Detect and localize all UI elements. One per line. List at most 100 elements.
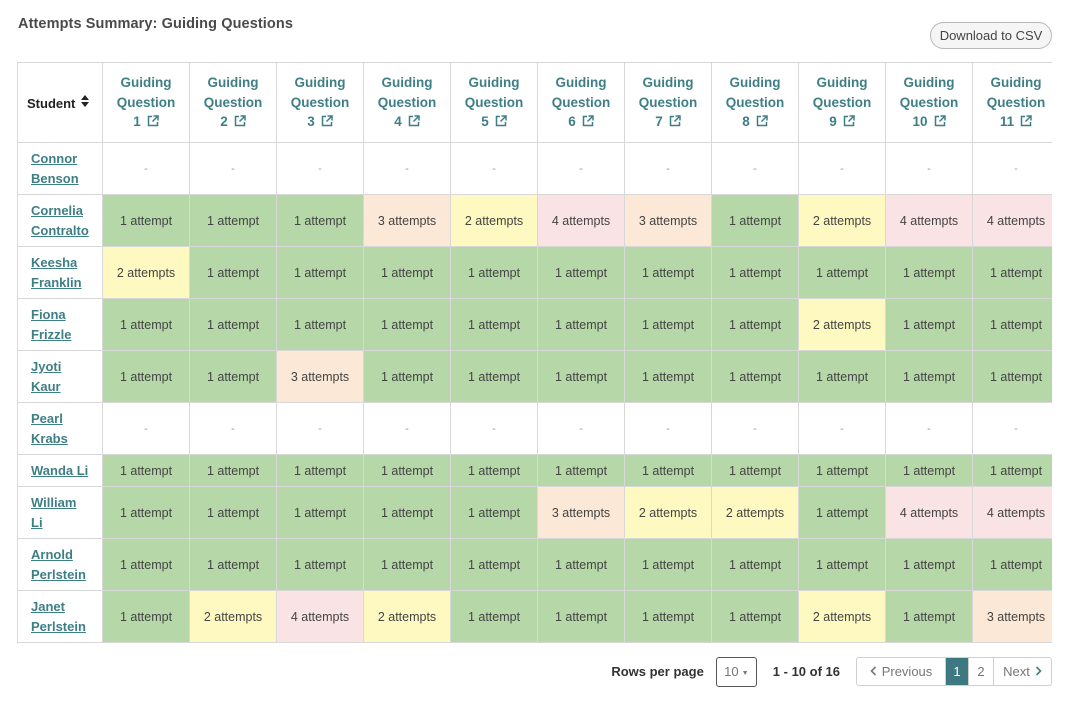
student-link[interactable]: Arnold Perlstein xyxy=(31,545,102,584)
student-first-name: Connor xyxy=(31,151,78,166)
student-name-cell: Janet Perlstein xyxy=(17,590,103,643)
external-link-icon[interactable] xyxy=(228,114,246,129)
student-first-name: Fiona xyxy=(31,307,66,322)
empty-attempt-cell: - xyxy=(102,142,190,195)
external-link-icon[interactable] xyxy=(1014,114,1032,129)
rows-per-page-select[interactable]: 10 ▼ xyxy=(715,656,757,687)
attempt-cell: 1 attempt xyxy=(363,350,451,403)
empty-attempt-cell: - xyxy=(972,402,1052,455)
attempt-cell: 1 attempt xyxy=(363,298,451,351)
attempt-cell: 2 attempts xyxy=(450,194,538,247)
empty-attempt-cell: - xyxy=(450,142,538,195)
question-10-column-header[interactable]: Guiding Question 10 xyxy=(885,62,973,143)
question-3-column-header[interactable]: Guiding Question 3 xyxy=(276,62,364,143)
external-link-icon[interactable] xyxy=(837,114,855,129)
page-1-button[interactable]: 1 xyxy=(946,658,969,685)
attempt-cell: 2 attempts xyxy=(798,298,886,351)
attempt-cell: 1 attempt xyxy=(885,590,973,643)
student-link[interactable]: William Li xyxy=(31,493,102,532)
column-number: 1 xyxy=(133,114,141,130)
attempt-cell: 3 attempts xyxy=(972,590,1052,643)
attempt-cell: 1 attempt xyxy=(798,486,886,539)
attempt-cell: 1 attempt xyxy=(189,538,277,591)
external-link-icon[interactable] xyxy=(315,114,333,129)
attempt-cell: 3 attempts xyxy=(276,350,364,403)
student-link[interactable]: Cornelia Contralto xyxy=(31,201,102,240)
question-4-column-header[interactable]: Guiding Question 4 xyxy=(363,62,451,143)
column-label-line2: Question xyxy=(377,94,437,110)
table-row: William Li 1 attempt 1 attempt 1 attempt 1 at… xyxy=(17,486,1052,539)
attempt-cell: 1 attempt xyxy=(798,538,886,591)
table-row: Connor Benson - - - - - - - - - - - xyxy=(17,142,1052,195)
column-label-line1: Guiding xyxy=(468,75,520,91)
question-5-column-header[interactable]: Guiding Question 5 xyxy=(450,62,538,143)
attempt-cell: 1 attempt xyxy=(624,454,712,487)
external-link-icon[interactable] xyxy=(928,114,946,129)
column-number: 5 xyxy=(481,114,489,130)
next-label: Next xyxy=(1003,664,1030,679)
student-name-cell: Wanda Li xyxy=(17,454,103,487)
student-link[interactable]: Keesha Franklin xyxy=(31,253,102,292)
external-link-icon[interactable] xyxy=(489,114,507,129)
question-2-column-header[interactable]: Guiding Question 2 xyxy=(189,62,277,143)
external-link-icon[interactable] xyxy=(141,114,159,129)
question-1-column-header[interactable]: Guiding Question 1 xyxy=(102,62,190,143)
column-label-line2: Question xyxy=(116,94,176,110)
attempt-cell: 3 attempts xyxy=(363,194,451,247)
attempts-table-container[interactable]: Student Guiding Question 1 Guiding Question 2… xyxy=(17,62,1052,643)
table-row: Wanda Li 1 attempt 1 attempt 1 attempt 1 att… xyxy=(17,454,1052,487)
external-link-icon[interactable] xyxy=(663,114,681,129)
student-link[interactable]: Wanda Li xyxy=(31,461,102,481)
column-label-line1: Guiding xyxy=(381,75,433,91)
attempt-cell: 1 attempt xyxy=(711,590,799,643)
attempt-cell: 4 attempts xyxy=(537,194,625,247)
next-page-button[interactable]: Next xyxy=(994,658,1051,685)
student-link[interactable]: Janet Perlstein xyxy=(31,597,102,636)
external-link-icon[interactable] xyxy=(402,114,420,129)
column-number: 4 xyxy=(394,114,402,130)
column-number: 2 xyxy=(220,114,228,130)
question-6-column-header[interactable]: Guiding Question 6 xyxy=(537,62,625,143)
student-link[interactable]: Fiona Frizzle xyxy=(31,305,102,344)
attempt-cell: 2 attempts xyxy=(363,590,451,643)
caret-down-icon: ▼ xyxy=(741,670,749,677)
student-first-name: Keesha xyxy=(31,255,78,270)
question-11-column-header[interactable]: Guiding Question 11 xyxy=(972,62,1052,143)
student-link[interactable]: Connor Benson xyxy=(31,149,102,188)
student-last-name: Krabs xyxy=(31,430,68,446)
student-last-name: Perlstein xyxy=(31,618,86,634)
attempt-cell: 4 attempts xyxy=(972,194,1052,247)
attempt-cell: 1 attempt xyxy=(450,246,538,299)
attempt-cell: 4 attempts xyxy=(276,590,364,643)
table-row: Arnold Perlstein 1 attempt 1 attempt 1 attem… xyxy=(17,538,1052,591)
external-link-icon[interactable] xyxy=(576,114,594,129)
column-label-line2: Question xyxy=(464,94,524,110)
question-7-column-header[interactable]: Guiding Question 7 xyxy=(624,62,712,143)
attempt-cell: 1 attempt xyxy=(711,194,799,247)
sort-updown-icon[interactable] xyxy=(81,94,90,110)
attempt-cell: 1 attempt xyxy=(885,298,973,351)
download-csv-button[interactable]: Download to CSV xyxy=(930,22,1052,49)
empty-attempt-cell: - xyxy=(972,142,1052,195)
student-link[interactable]: Pearl Krabs xyxy=(31,409,102,448)
student-column-header[interactable]: Student xyxy=(17,62,103,143)
external-link-icon[interactable] xyxy=(750,114,768,129)
attempt-cell: 1 attempt xyxy=(711,454,799,487)
attempt-cell: 1 attempt xyxy=(102,538,190,591)
student-header-label: Student xyxy=(27,95,76,111)
column-label-line1: Guiding xyxy=(120,75,172,91)
column-label-line1: Guiding xyxy=(729,75,781,91)
student-link[interactable]: Jyoti Kaur xyxy=(31,357,102,396)
question-8-column-header[interactable]: Guiding Question 8 xyxy=(711,62,799,143)
table-row: Pearl Krabs - - - - - - - - - - - xyxy=(17,402,1052,455)
empty-attempt-cell: - xyxy=(885,142,973,195)
attempt-cell: 1 attempt xyxy=(189,486,277,539)
attempt-cell: 1 attempt xyxy=(885,350,973,403)
question-9-column-header[interactable]: Guiding Question 9 xyxy=(798,62,886,143)
empty-attempt-cell: - xyxy=(885,402,973,455)
previous-page-button[interactable]: Previous xyxy=(857,658,946,685)
student-first-name: William xyxy=(31,495,77,510)
attempt-cell: 1 attempt xyxy=(711,298,799,351)
page-2-button[interactable]: 2 xyxy=(969,658,994,685)
column-label-line1: Guiding xyxy=(555,75,607,91)
